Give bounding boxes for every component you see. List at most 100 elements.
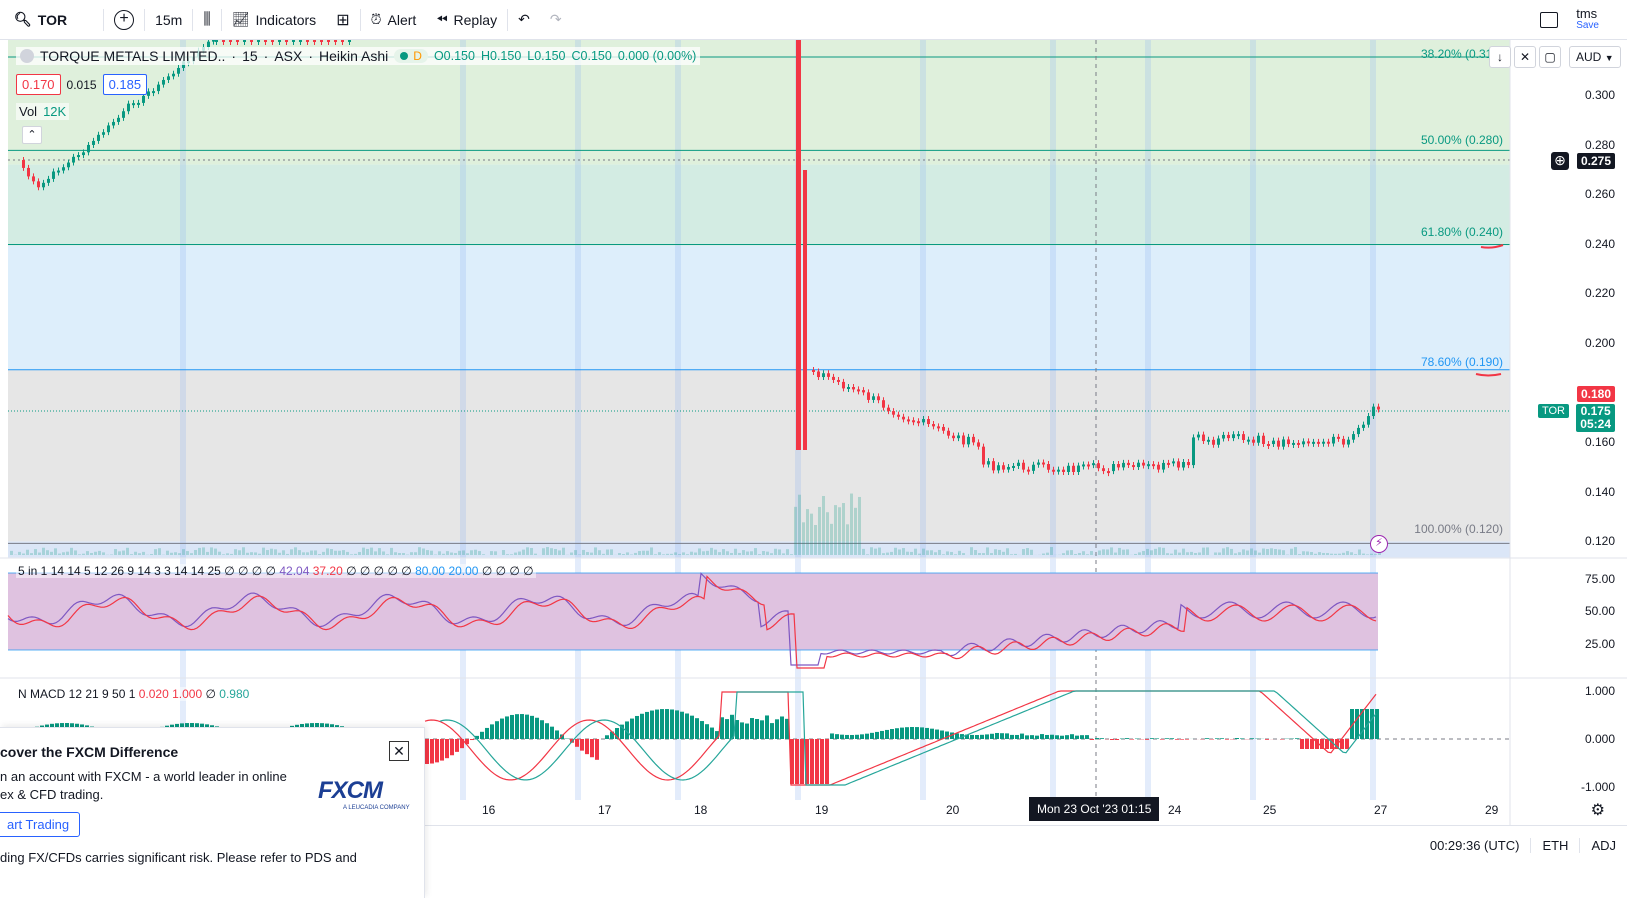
volume-bar: [998, 549, 1001, 555]
volume-bar: [806, 509, 809, 555]
volume-bar: [754, 548, 757, 555]
macd-axis-label: -1.000: [1580, 780, 1615, 794]
fullscreen-button[interactable]: [1540, 12, 1559, 28]
macd-histogram-bar: [670, 709, 674, 739]
close-popup-button[interactable]: ✕: [389, 741, 409, 761]
chart-canvas[interactable]: 38.20% (0.315) 50.00% (0.280) 61.80% (0.24…: [0, 40, 1627, 825]
macd-histogram-bar: [540, 720, 544, 739]
start-trading-button[interactable]: art Trading: [0, 812, 81, 837]
chart-type-button[interactable]: ⫼: [193, 0, 220, 40]
add-alert-plus-icon[interactable]: ⊕: [1551, 152, 1569, 170]
volume-bar: [330, 549, 333, 555]
volume-bar: [294, 547, 297, 555]
session-band: [1145, 40, 1151, 800]
volume-bar: [398, 553, 401, 555]
volume-bar: [870, 547, 873, 555]
collapse-legend-button[interactable]: ⌃: [22, 126, 42, 144]
volume-bar: [650, 547, 653, 555]
maximize-pane-button[interactable]: ▢: [1539, 46, 1561, 68]
volume-bar: [1122, 549, 1125, 555]
macd-histogram-bar: [715, 731, 719, 739]
volume-bar: [746, 551, 749, 555]
interval-button[interactable]: 15m: [155, 11, 183, 28]
volume-bar: [1366, 554, 1369, 555]
settings-gear-icon[interactable]: ⚙: [1590, 802, 1605, 819]
volume-bar: [34, 549, 37, 555]
fib-level-label: 100.00% (0.120): [1414, 522, 1503, 536]
symbol-search[interactable]: 🔍︎ TOR: [0, 0, 77, 40]
macd-signal-line: [439, 690, 1377, 786]
replay-button[interactable]: ⏪︎ Replay: [436, 11, 498, 28]
adjust-button[interactable]: ADJ: [1579, 837, 1627, 853]
volume-bar: [678, 554, 681, 555]
session-band: [675, 40, 681, 800]
macd-histogram-bar: [880, 730, 884, 739]
volume-bar: [1238, 552, 1241, 555]
macd-histogram-bar: [630, 718, 634, 739]
macd-histogram-bar: [645, 711, 649, 739]
alert-button[interactable]: ⏰︎ Alert: [370, 11, 417, 28]
macd-histogram-bar: [1155, 738, 1159, 739]
rewind-icon: ⏪︎: [436, 11, 448, 27]
volume-bar: [1070, 550, 1073, 555]
volume-bar: [18, 551, 21, 555]
macd-histogram-bar: [760, 720, 764, 739]
macd-histogram-bar: [1065, 735, 1069, 739]
collapse-pane-button[interactable]: ✕: [1514, 46, 1536, 68]
indicators-button[interactable]: 📈︎ Indicators: [231, 11, 317, 28]
layouts-button[interactable]: ⊞: [326, 0, 359, 40]
volume-bar: [810, 513, 813, 555]
maximize-icon: ▢: [1544, 50, 1556, 64]
time-axis-label: 25: [1263, 803, 1277, 817]
macd-histogram-bar: [1265, 739, 1269, 740]
volume-bar: [170, 552, 173, 555]
session-button[interactable]: ETH: [1530, 837, 1579, 853]
volume-bar: [1218, 552, 1221, 555]
spike-candle: [796, 40, 801, 450]
volume-bar: [98, 550, 101, 555]
volume-bar: [710, 547, 713, 555]
scroll-down-button[interactable]: ↓: [1489, 46, 1511, 68]
fib-level-label: 38.20% (0.315): [1421, 47, 1503, 61]
volume-bar: [246, 552, 249, 555]
volume-bar: [462, 550, 465, 555]
volume-bar: [1374, 554, 1377, 555]
clock-label[interactable]: 00:29:36 (UTC): [1429, 837, 1520, 853]
macd-histogram-bar: [610, 731, 614, 739]
volume-bar: [1270, 548, 1273, 555]
sell-button[interactable]: 0.170: [16, 74, 61, 95]
alarm-clock-icon: ⏰︎: [370, 11, 382, 27]
redo-button[interactable]: ↷: [540, 0, 572, 40]
macd-histogram-bar: [910, 727, 914, 739]
volume-bar: [66, 551, 69, 555]
macd-histogram-bar: [825, 739, 829, 784]
macd-histogram-bar: [730, 714, 734, 739]
lightning-icon[interactable]: ⚡︎: [1370, 535, 1388, 553]
currency-select[interactable]: AUD ▼: [1569, 46, 1621, 68]
save-button[interactable]: tms Save: [1576, 6, 1599, 31]
volume-bar: [1206, 547, 1209, 555]
volume-bar: [846, 524, 849, 555]
volume-bar: [158, 548, 161, 555]
market-status-badge[interactable]: D: [394, 49, 428, 63]
volume-bar: [886, 552, 889, 555]
volume-bar: [346, 551, 349, 555]
macd-histogram-bar: [1240, 738, 1244, 739]
volume-bar: [1166, 553, 1169, 555]
macd-histogram-bar: [800, 739, 804, 784]
rsi-axis-label: 25.00: [1584, 637, 1615, 651]
compare-button[interactable]: +: [104, 0, 144, 40]
macd-histogram-bar: [440, 739, 444, 761]
volume-bar: [426, 550, 429, 555]
macd-histogram-bar: [770, 723, 774, 739]
volume-bar: [586, 552, 589, 555]
volume-bar: [734, 548, 737, 555]
volume-bar: [1242, 549, 1245, 555]
session-band: [1050, 40, 1056, 800]
buy-button[interactable]: 0.185: [102, 74, 148, 95]
macd-histogram-bar: [685, 713, 689, 739]
undo-button[interactable]: ↶: [508, 0, 540, 40]
volume-bar: [1246, 550, 1249, 555]
macd-histogram-bar: [725, 719, 729, 739]
volume-bar: [618, 553, 621, 555]
